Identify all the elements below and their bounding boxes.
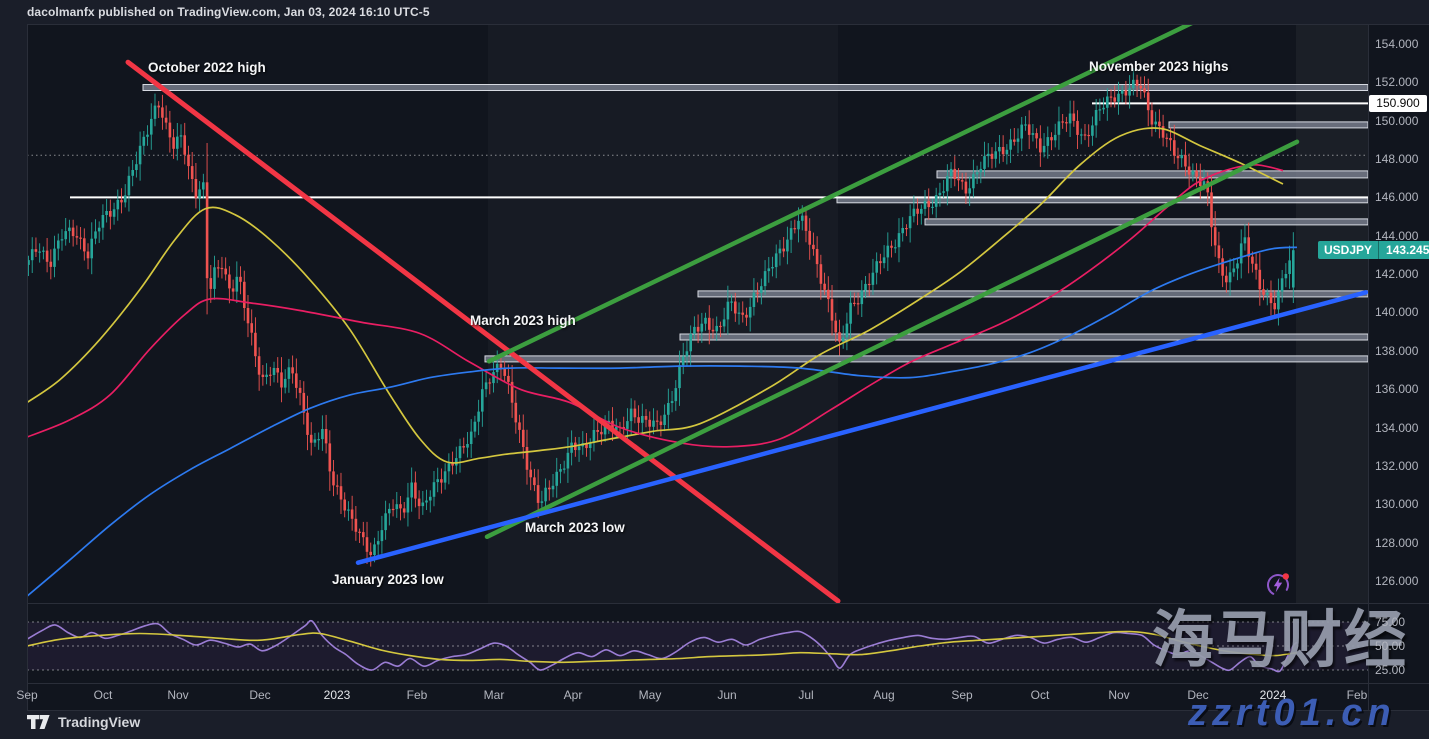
chart-background (27, 24, 1429, 710)
price-tick: 144.000 (1375, 229, 1419, 243)
price-tick: 136.000 (1375, 382, 1419, 396)
pink-ma (27, 163, 1284, 448)
right-margin-highlight (1296, 24, 1368, 603)
time-tick: Sep (951, 688, 973, 702)
channel-green-upper (486, 24, 1195, 364)
price-tick: 150.000 (1375, 114, 1419, 128)
uptrend-blue (355, 290, 1368, 565)
price-tick: 138.000 (1375, 344, 1419, 358)
flash-icon-glyph (1267, 573, 1289, 596)
price-marker-150900: 150.900 (1369, 95, 1427, 112)
trendlines[interactable] (125, 21, 1368, 603)
time-tick: May (638, 688, 662, 702)
rsi-tick: 75.00 (1375, 615, 1406, 629)
rsi-band (27, 622, 1368, 670)
chart-annotation[interactable]: March 2023 high (470, 313, 576, 328)
rsi-line (27, 619, 1298, 673)
horizontal-lines[interactable] (27, 102, 1368, 199)
yellow-ma (27, 127, 1284, 464)
time-tick: Nov (1108, 688, 1130, 702)
zone-138.7 (679, 333, 1369, 341)
zone-145.9 (836, 197, 1369, 204)
zone-149.8 (1168, 121, 1369, 129)
chart-annotation[interactable]: October 2022 high (148, 60, 266, 75)
time-tick: Aug (873, 688, 895, 702)
moving-averages (27, 127, 1298, 597)
time-tick: Feb (406, 688, 428, 702)
time-tick: Jun (717, 688, 737, 702)
price-tick: 142.000 (1375, 267, 1419, 281)
tradingview-brand[interactable]: TradingView (58, 714, 141, 730)
rsi-ma-line (27, 630, 1298, 664)
price-tick: 134.000 (1375, 421, 1419, 435)
rsi-tick: 50.00 (1375, 639, 1406, 653)
price-tick: 154.000 (1375, 37, 1419, 51)
bottom-border (27, 710, 1429, 711)
price-tick: 132.000 (1375, 459, 1419, 473)
time-tick: Jul (798, 688, 814, 702)
price-tick: 140.000 (1375, 305, 1419, 319)
price-tick: 146.000 (1375, 190, 1419, 204)
price-tick: 128.000 (1375, 536, 1419, 550)
zone-147.2 (936, 170, 1369, 179)
channel-green-lower (484, 139, 1300, 540)
time-axis-separator (27, 683, 1429, 684)
time-tick: Oct (93, 688, 113, 702)
tradingview-logo-icon[interactable] (27, 714, 51, 730)
price-tick: 148.000 (1375, 152, 1419, 166)
blue-ma (27, 246, 1298, 597)
left-border (27, 24, 28, 710)
publish-header: dacolmanfx published on TradingView.com,… (27, 0, 430, 24)
price-tick: 126.000 (1375, 574, 1419, 588)
time-tick: Dec (249, 688, 271, 702)
time-tick: 2023 (323, 688, 351, 702)
time-tick: Apr (563, 688, 583, 702)
zone-151.7 (142, 84, 1369, 91)
price-marker-value: 150.900 (1376, 96, 1420, 110)
rsi-pane (27, 619, 1368, 673)
last-price-chip[interactable]: USDJPY 143.245 (1318, 241, 1429, 259)
pane-separator[interactable] (27, 603, 1429, 604)
price-tick: 130.000 (1375, 497, 1419, 511)
publish-line: dacolmanfx published on TradingView.com,… (27, 5, 430, 19)
time-tick: Sep (16, 688, 38, 702)
chart-annotation[interactable]: January 2023 low (332, 572, 444, 587)
time-tick: Dec (1187, 688, 1209, 702)
watermark-cn: 海马财经 (1152, 606, 1409, 675)
symbol-label: USDJPY (1318, 241, 1380, 259)
zone-137.6 (484, 355, 1369, 363)
highlight-regions (1296, 24, 1368, 603)
time-tick: Nov (167, 688, 189, 702)
zone-144.7 (924, 218, 1369, 226)
top-border (27, 24, 1429, 25)
watermark-url: zzrt01.cn (1188, 692, 1396, 734)
footer: TradingView (27, 714, 140, 730)
downtrend-red (125, 59, 841, 603)
price-tick: 152.000 (1375, 75, 1419, 89)
price-axis-separator[interactable] (1368, 24, 1369, 710)
rsi-tick: 25.00 (1375, 663, 1406, 677)
time-tick: 2024 (1259, 688, 1287, 702)
time-tick: Oct (1030, 688, 1050, 702)
time-tick: Mar (483, 688, 505, 702)
chart-annotation[interactable]: March 2023 low (525, 520, 625, 535)
flash-icon[interactable] (1264, 571, 1292, 599)
last-price-value: 143.245 (1379, 241, 1429, 259)
chart-annotation[interactable]: November 2023 highs (1089, 59, 1229, 74)
candles (27, 68, 1295, 567)
time-tick: Feb (1346, 688, 1368, 702)
price-zones[interactable] (142, 84, 1369, 363)
